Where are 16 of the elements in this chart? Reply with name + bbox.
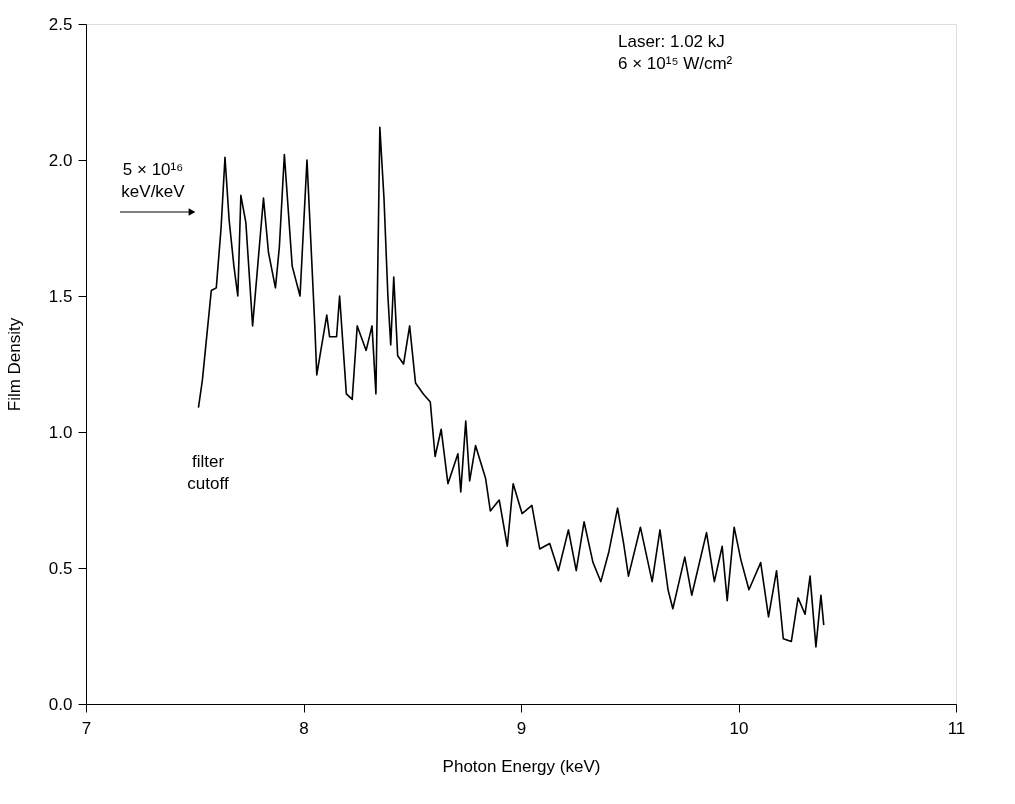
- x-axis-title: Photon Energy (keV): [442, 756, 601, 776]
- y-tick-label: 2.5: [48, 14, 73, 34]
- y-tick-label: 0.5: [48, 558, 73, 578]
- annotation: filter cutoff: [187, 452, 229, 493]
- x-tick-label: 10: [729, 718, 749, 738]
- y-tick-label: 1.0: [48, 422, 73, 442]
- x-tick-label: 11: [947, 718, 966, 738]
- y-tick-label: 2.0: [48, 150, 73, 170]
- y-tick-label: 1.5: [48, 286, 73, 306]
- y-tick-label: 0.0: [48, 694, 73, 714]
- y-axis-title: Film Density: [4, 317, 24, 412]
- x-tick-label: 9: [516, 718, 527, 738]
- x-tick-label: 7: [81, 718, 92, 738]
- annotation: 5 × 10¹⁶ keV/keV: [121, 160, 186, 201]
- annotation: Laser: 1.02 kJ 6 × 10¹⁵ W/cm²: [618, 32, 733, 73]
- x-tick-label: 8: [299, 718, 309, 738]
